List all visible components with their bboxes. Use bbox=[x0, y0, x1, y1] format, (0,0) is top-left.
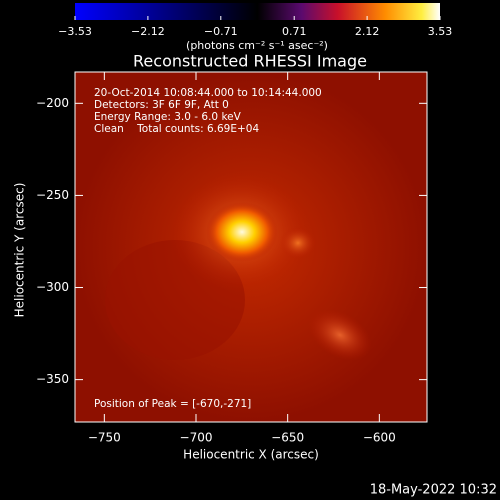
x-tick-label: −700 bbox=[180, 431, 213, 445]
y-tick-label: −350 bbox=[36, 372, 69, 386]
annotation: 20-Oct-2014 10:08:44.000 to 10:14:44.000 bbox=[94, 87, 322, 99]
footer-timestamp: 18-May-2022 10:32 bbox=[370, 483, 497, 498]
x-tick-label: −750 bbox=[88, 431, 121, 445]
annotation: Detectors: 3F 6F 9F, Att 0 bbox=[94, 99, 229, 111]
annotation: Clean Total counts: 6.69E+04 bbox=[94, 123, 259, 135]
colorbar-tick-label: 2.12 bbox=[355, 25, 380, 38]
colorbar-tick-label: 0.71 bbox=[282, 25, 307, 38]
y-tick-label: −300 bbox=[36, 280, 69, 294]
image bbox=[75, 72, 427, 422]
colorbar bbox=[75, 3, 440, 20]
annotation: Energy Range: 3.0 - 6.0 keV bbox=[94, 111, 242, 123]
image-source bbox=[308, 309, 372, 361]
y-tick-label: −250 bbox=[36, 188, 69, 202]
chart-title: Reconstructed RHESSI Image bbox=[133, 52, 367, 71]
x-axis-label: Heliocentric X (arcsec) bbox=[183, 448, 319, 462]
y-axis-label: Heliocentric Y (arcsec) bbox=[13, 183, 27, 318]
colorbar-tick-label: −2.12 bbox=[131, 25, 165, 38]
plot-frame bbox=[74, 71, 428, 423]
x-tick-label: −600 bbox=[363, 431, 396, 445]
colorbar-tick-label: −3.53 bbox=[58, 25, 92, 38]
image-source bbox=[280, 227, 316, 259]
x-tick-label: −650 bbox=[271, 431, 304, 445]
peak-annotation: Position of Peak = [-670,-271] bbox=[94, 398, 251, 410]
colorbar-label: (photons cm⁻² s⁻¹ asec⁻²) bbox=[186, 39, 328, 52]
y-tick-label: −200 bbox=[36, 96, 69, 110]
colorbar-tick-label: 3.53 bbox=[428, 25, 453, 38]
colorbar-tick-label: −0.71 bbox=[204, 25, 238, 38]
image-source bbox=[206, 202, 278, 262]
